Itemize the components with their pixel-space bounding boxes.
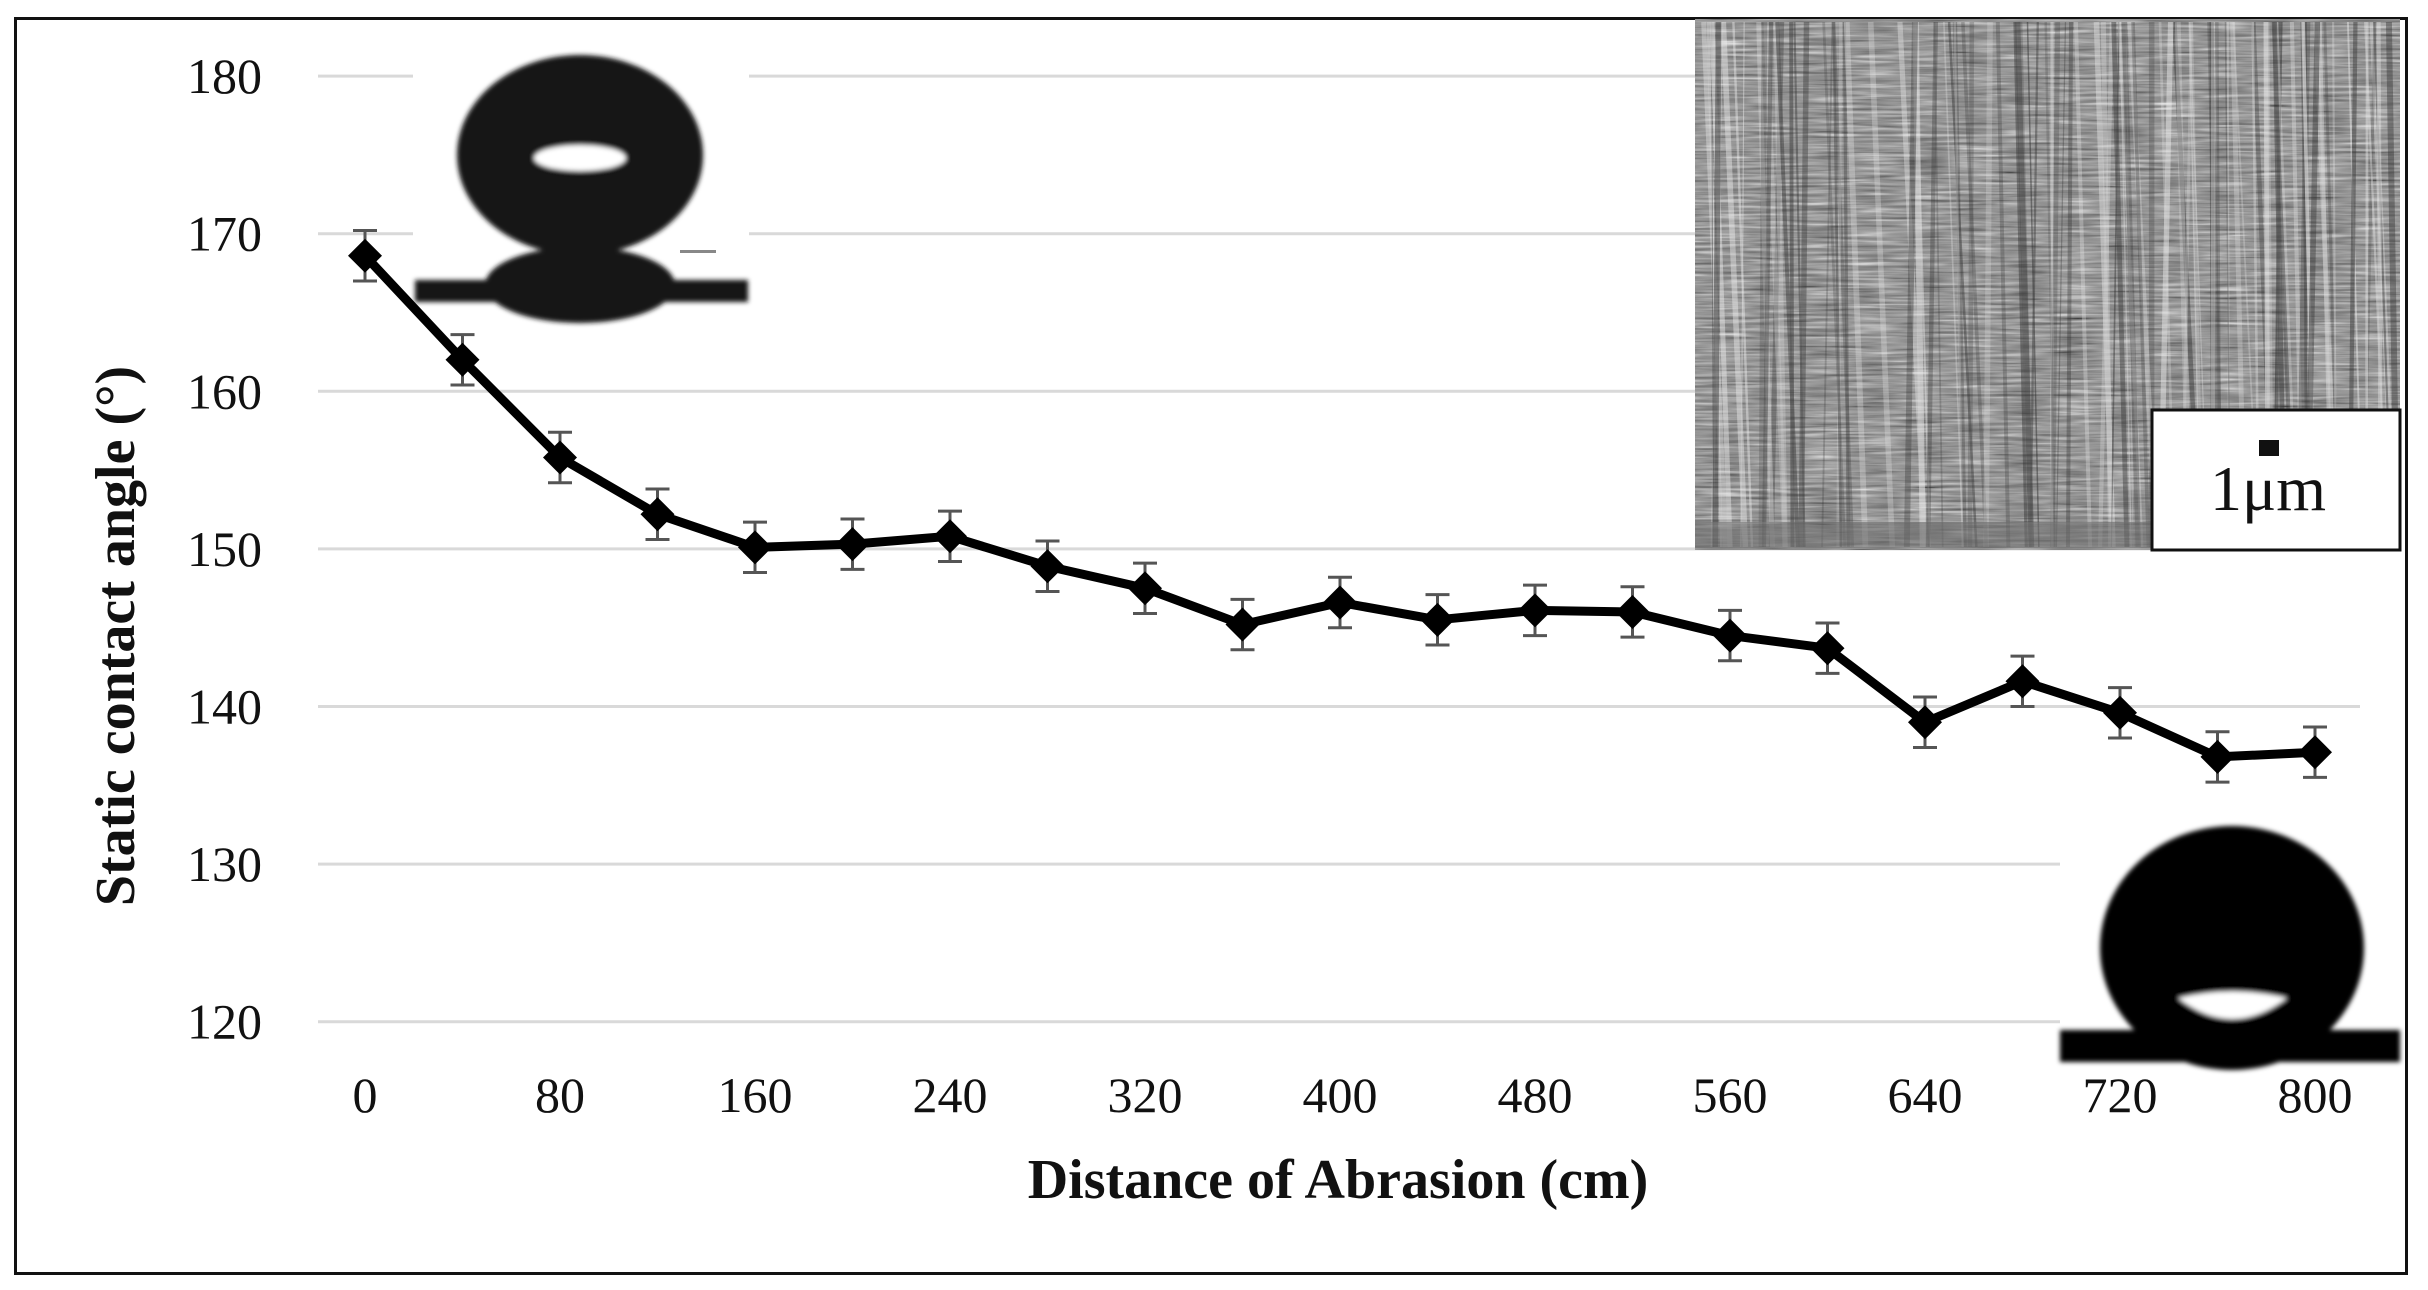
- x-tick-label: 800: [2278, 1067, 2353, 1123]
- x-axis-ticks: 0 80 160 240 320 400 480 560 640 720 800: [353, 1067, 2353, 1123]
- x-tick-label: 320: [1108, 1067, 1183, 1123]
- x-tick-label: 480: [1498, 1067, 1573, 1123]
- diamond-marker-icon: [1420, 602, 1455, 637]
- diamond-marker-icon: [1810, 631, 1845, 666]
- x-tick-label: 400: [1303, 1067, 1378, 1123]
- diamond-marker-icon: [1128, 571, 1162, 606]
- x-tick-label: 720: [2083, 1067, 2158, 1123]
- y-axis-title: Static contact angle (°): [85, 366, 147, 906]
- droplet-inset-top-left: [413, 55, 749, 323]
- diamond-marker-icon: [1225, 607, 1260, 642]
- diamond-marker-icon: [1713, 618, 1747, 653]
- x-tick-label: 560: [1693, 1067, 1768, 1123]
- diamond-marker-icon: [348, 238, 382, 273]
- x-tick-label: 0: [353, 1067, 378, 1123]
- y-tick-label: 120: [187, 994, 262, 1050]
- diamond-marker-icon: [738, 530, 772, 565]
- diamond-marker-icon: [2298, 735, 2332, 770]
- scale-bar-box: 1μm: [2150, 408, 2402, 552]
- x-axis-title: Distance of Abrasion (cm): [1028, 1149, 1649, 1211]
- diamond-marker-icon: [933, 519, 967, 554]
- y-tick-label: 140: [187, 679, 262, 735]
- diamond-marker-icon: [1030, 549, 1065, 584]
- scale-bar-label: 1μm: [2210, 453, 2326, 524]
- y-tick-label: 150: [187, 521, 262, 577]
- diamond-marker-icon: [640, 497, 675, 532]
- scale-bar-icon: [2259, 440, 2279, 456]
- diamond-marker-icon: [1615, 594, 1650, 629]
- diamond-marker-icon: [445, 342, 480, 377]
- y-tick-label: 180: [187, 48, 262, 104]
- y-tick-label: 130: [187, 836, 262, 892]
- diamond-marker-icon: [1323, 585, 1357, 620]
- diamond-marker-icon: [543, 440, 577, 475]
- x-tick-label: 240: [913, 1067, 988, 1123]
- x-tick-label: 640: [1888, 1067, 1963, 1123]
- y-tick-label: 160: [187, 363, 262, 419]
- diamond-marker-icon: [1908, 705, 1942, 740]
- diamond-marker-icon: [1518, 593, 1552, 628]
- data-series: [348, 229, 2332, 784]
- diamond-marker-icon: [835, 527, 870, 562]
- x-tick-label: 160: [718, 1067, 793, 1123]
- diamond-marker-icon: [2200, 739, 2235, 774]
- y-tick-label: 170: [187, 206, 262, 262]
- diamond-marker-icon: [2005, 664, 2040, 699]
- diamond-marker-icon: [2103, 695, 2137, 730]
- y-axis-ticks: 120 130 140 150 160 170 180: [187, 48, 262, 1050]
- droplet-inset-bottom-right: [2060, 815, 2400, 1070]
- x-tick-label: 80: [535, 1067, 585, 1123]
- sem-micrograph-inset: 1μm: [1695, 19, 2402, 552]
